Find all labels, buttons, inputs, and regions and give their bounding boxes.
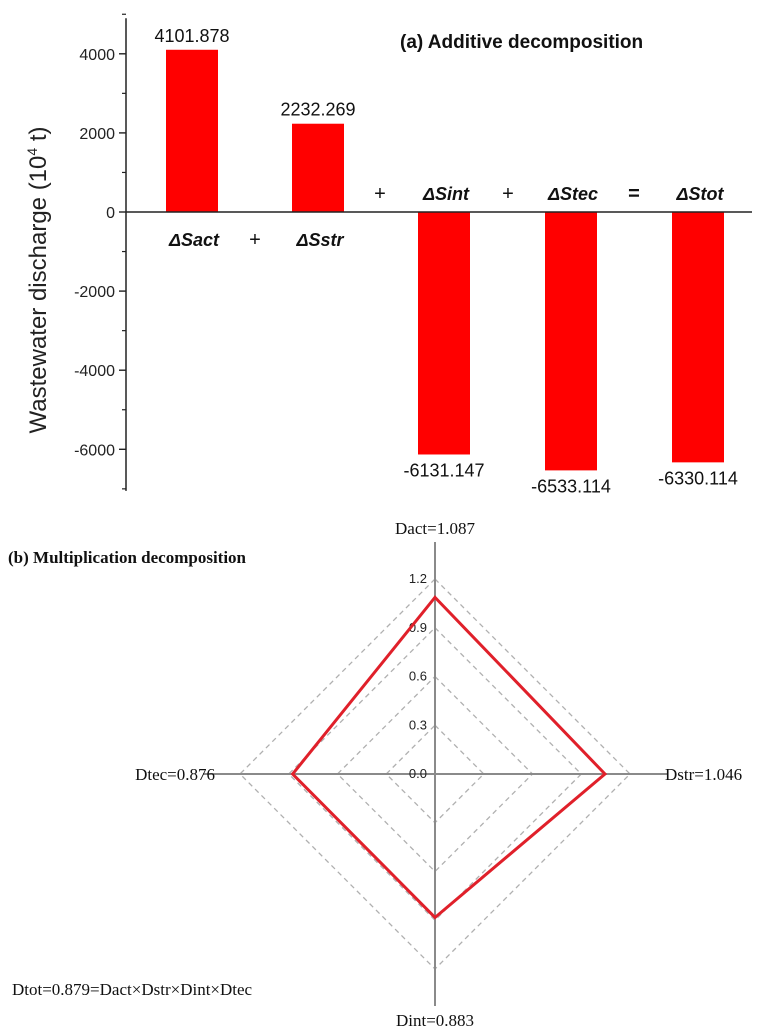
category-label: ΔStot [675, 184, 724, 204]
data-label: -6131.147 [403, 460, 484, 480]
radar-radial-ticks: 0.00.30.60.91.2 [409, 571, 427, 781]
y-axis-label: Wastewater discharge (104 t) [24, 126, 52, 433]
radar-grid-ring [336, 675, 534, 873]
plus-operator: + [374, 183, 386, 205]
data-label: -6330.114 [658, 468, 738, 488]
bar-delta-stec [545, 212, 597, 471]
bar-delta-sint [418, 212, 470, 455]
y-axis-label-text: Wastewater discharge (10 [25, 156, 52, 434]
y-tick-label: 0 [106, 205, 115, 222]
y-tick-label: 2000 [79, 126, 115, 143]
y-tick-label: -2000 [74, 284, 115, 301]
bar-delta-stot [672, 212, 724, 463]
category-label: ΔSint [422, 184, 470, 204]
y-tick-label: -4000 [74, 363, 115, 380]
data-label: 2232.269 [280, 100, 355, 120]
radar-axis-label-dtec: Dtec=0.876 [135, 765, 215, 784]
multiplication-decomposition-chart: (b) Multiplication decomposition 0.0 0.3 0… [8, 519, 742, 1028]
equals-operator: = [628, 183, 640, 205]
radar-axis-label-dstr: Dstr=1.046 [665, 765, 742, 784]
plus-operator: + [502, 183, 514, 205]
chart-title-multiplication: (b) Multiplication decomposition [8, 548, 247, 567]
radar-spokes [203, 542, 667, 1006]
data-label: -6533.114 [531, 476, 611, 496]
radar-axis-label-dint: Dint=0.883 [396, 1011, 474, 1028]
radar-tick-label: 0.6 [409, 669, 427, 684]
y-axis-ticks: -6000 -4000 -2000 0 2000 4000 [74, 13, 126, 490]
radar-axis-label-dact: Dact=1.087 [395, 519, 475, 538]
y-tick-label: -6000 [74, 442, 115, 459]
y-axis-label-unit: t) [25, 126, 52, 147]
bar-delta-sstr [292, 123, 344, 212]
radar-tick-label: 0.3 [409, 717, 427, 732]
plus-operator: + [249, 229, 261, 251]
category-label: ΔSstr [295, 230, 344, 250]
radar-data-line [290, 595, 608, 920]
dtot-formula: Dtot=0.879=Dact×Dstr×Dint×Dtec [12, 980, 253, 999]
y-tick-label: 4000 [79, 47, 115, 64]
data-label: 4101.878 [154, 26, 229, 46]
bars [166, 49, 724, 471]
radar-tick-label: 0.0 [409, 766, 427, 781]
category-label: ΔSact [168, 230, 220, 250]
radar-polygon [290, 595, 608, 920]
additive-decomposition-chart: (a) Additive decomposition Wastewater di… [24, 13, 752, 497]
radar-axis-labels: Dact=1.087 Dstr=1.046 Dint=0.883 Dtec=0.876 [135, 519, 742, 1028]
operators: + + + = [249, 183, 640, 251]
category-label: ΔStec [547, 184, 598, 204]
bar-labels: 4101.878 ΔSact 2232.269 ΔSstr -6131.147 ΔSint… [154, 26, 737, 497]
y-axis-label-superscript: 4 [24, 148, 40, 156]
radar-grid-ring [287, 626, 583, 922]
chart-title-additive: (a) Additive decomposition [400, 32, 643, 53]
bar-delta-sact [166, 49, 218, 213]
radar-tick-label: 1.2 [409, 571, 427, 586]
